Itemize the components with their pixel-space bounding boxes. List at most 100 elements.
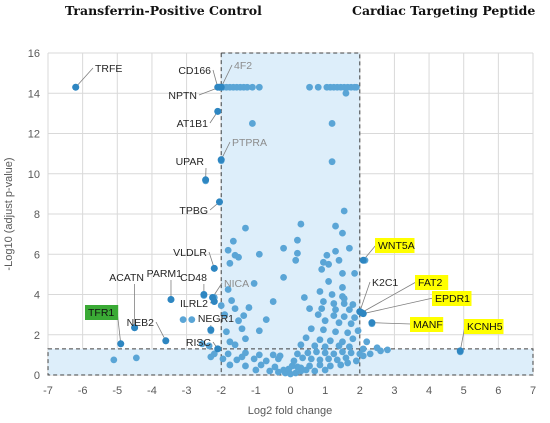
point-label: VLDLR bbox=[173, 247, 207, 259]
labeled-data-point bbox=[72, 83, 80, 91]
data-point bbox=[340, 207, 348, 215]
data-point bbox=[307, 325, 315, 333]
point-label: CD48 bbox=[180, 272, 207, 284]
leader-line bbox=[155, 321, 167, 341]
label-leader-lines bbox=[75, 64, 466, 351]
data-point bbox=[228, 297, 236, 304]
data-point bbox=[326, 337, 334, 345]
point-label: ILRL2 bbox=[180, 298, 208, 310]
data-point bbox=[344, 329, 352, 337]
data-point bbox=[250, 355, 258, 363]
x-tick-label: 2 bbox=[357, 385, 363, 397]
data-point bbox=[318, 305, 326, 312]
labeled-data-point bbox=[210, 264, 218, 272]
data-point bbox=[351, 269, 358, 277]
data-point bbox=[351, 314, 358, 322]
labeled-data-point bbox=[217, 156, 225, 164]
data-point bbox=[332, 306, 339, 313]
point-label: NICA bbox=[224, 278, 249, 290]
data-point bbox=[271, 363, 279, 371]
x-axis-label: Log2 fold change bbox=[248, 405, 332, 417]
data-point bbox=[325, 278, 333, 285]
data-point bbox=[321, 366, 329, 374]
data-point bbox=[311, 342, 319, 350]
data-point bbox=[359, 352, 367, 360]
data-point bbox=[323, 251, 331, 259]
data-point bbox=[377, 347, 384, 355]
leader-line bbox=[363, 297, 434, 315]
label-highlight bbox=[464, 319, 504, 334]
data-point bbox=[339, 269, 346, 277]
data-point bbox=[280, 366, 287, 374]
data-point bbox=[359, 345, 367, 353]
data-point bbox=[328, 120, 336, 127]
y-tick-label: 10 bbox=[28, 169, 40, 181]
right-header: Cardiac Targeting Peptide bbox=[352, 3, 536, 18]
point-label: TRFE bbox=[95, 63, 122, 75]
labeled-data-point bbox=[456, 347, 464, 355]
x-tick-label: -2 bbox=[216, 385, 226, 397]
data-point bbox=[188, 316, 196, 324]
data-point bbox=[316, 361, 324, 369]
data-point bbox=[342, 89, 350, 97]
data-point bbox=[330, 300, 338, 307]
data-point bbox=[320, 258, 327, 266]
data-point bbox=[313, 348, 320, 356]
data-point bbox=[280, 273, 287, 281]
data-point bbox=[252, 366, 260, 374]
data-point bbox=[233, 356, 241, 364]
data-point bbox=[332, 328, 339, 336]
data-point bbox=[274, 368, 282, 376]
data-point bbox=[243, 83, 251, 91]
data-point bbox=[363, 338, 371, 346]
y-tick-label: 0 bbox=[34, 370, 40, 382]
data-point bbox=[345, 244, 353, 252]
data-point bbox=[292, 256, 300, 264]
data-point bbox=[255, 83, 263, 91]
labeled-data-point bbox=[202, 176, 210, 184]
point-label: PTPRA bbox=[232, 137, 267, 149]
data-point bbox=[326, 362, 334, 370]
data-point bbox=[339, 348, 346, 356]
point-labels: TRFE CD166 4F2 NPTN AT1B1 PTPRA UPAR TPBG VLDLR C… bbox=[85, 60, 504, 349]
data-point bbox=[297, 220, 305, 228]
label-highlight bbox=[410, 317, 444, 332]
x-tick-label: 0 bbox=[287, 385, 293, 397]
data-point bbox=[266, 367, 274, 375]
labeled-data-point bbox=[359, 310, 367, 318]
data-point bbox=[132, 354, 140, 362]
labeled-data-point bbox=[162, 337, 170, 345]
label-highlight bbox=[415, 275, 449, 290]
labeled-data-point bbox=[207, 326, 215, 334]
data-point bbox=[226, 338, 234, 346]
data-point bbox=[325, 260, 333, 268]
label-highlight bbox=[375, 238, 415, 253]
point-label: EPDR1 bbox=[435, 293, 470, 305]
data-point bbox=[242, 362, 249, 370]
point-label: MANF bbox=[413, 319, 443, 331]
data-point bbox=[339, 284, 346, 291]
data-point bbox=[302, 366, 310, 374]
data-point bbox=[333, 356, 341, 364]
point-label: KCNH5 bbox=[467, 321, 503, 333]
data-point bbox=[110, 356, 118, 364]
data-point bbox=[269, 351, 277, 359]
data-point bbox=[314, 311, 322, 319]
data-point bbox=[294, 249, 301, 257]
data-point bbox=[349, 335, 357, 343]
data-point bbox=[330, 350, 338, 358]
leader-line bbox=[220, 64, 233, 88]
x-tick-label: -4 bbox=[147, 385, 157, 397]
point-label: AT1B1 bbox=[177, 118, 208, 130]
data-point bbox=[316, 288, 324, 295]
data-point bbox=[335, 256, 343, 264]
data-point bbox=[235, 253, 242, 261]
data-point bbox=[335, 319, 343, 327]
data-point bbox=[238, 325, 246, 333]
data-point bbox=[226, 259, 234, 267]
data-point bbox=[219, 355, 227, 363]
y-tick-label: 2 bbox=[34, 330, 40, 342]
data-point bbox=[250, 280, 258, 287]
y-tick-label: 12 bbox=[28, 129, 40, 141]
